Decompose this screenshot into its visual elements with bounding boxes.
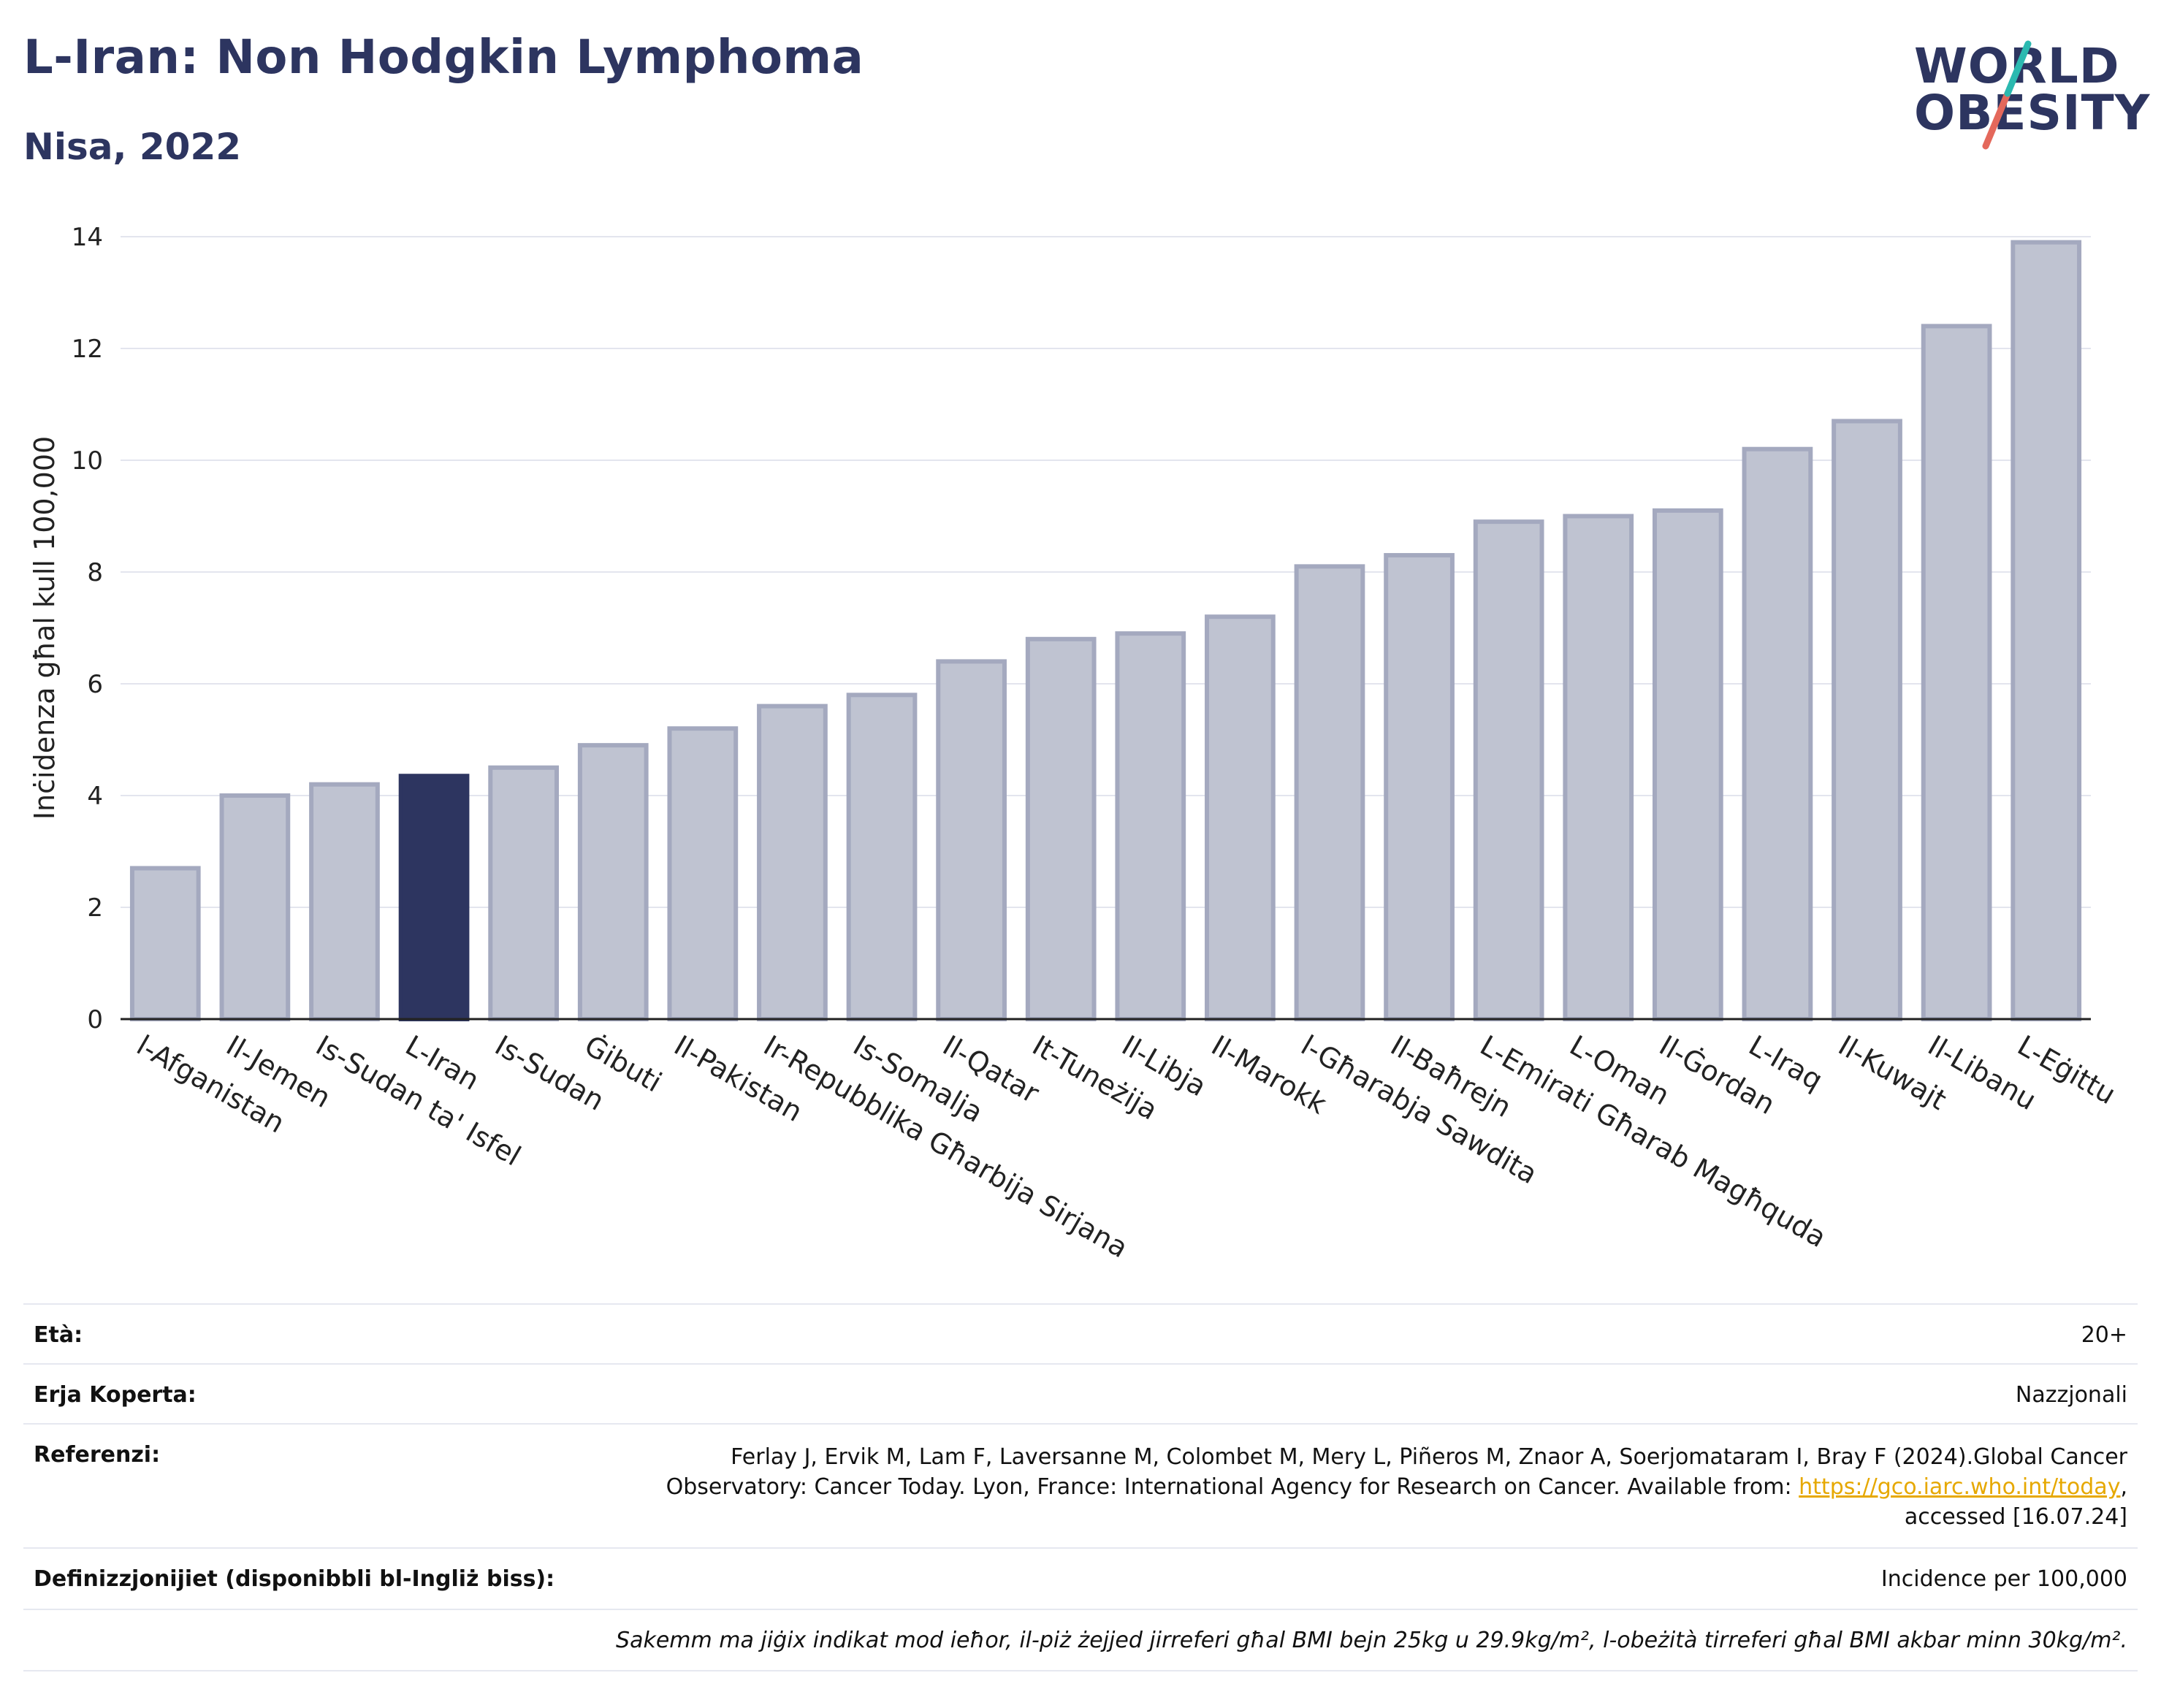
bar bbox=[398, 774, 470, 1021]
bar bbox=[1115, 631, 1186, 1021]
info-row-note: Sakemm ma jiġix indikat mod ieħor, il-pi… bbox=[23, 1609, 2138, 1671]
world-obesity-logo: WORLD OBESITY bbox=[1899, 22, 2151, 153]
age-label: Età: bbox=[34, 1322, 83, 1348]
bar bbox=[757, 704, 828, 1021]
y-tick-label: 10 bbox=[72, 446, 103, 476]
ref-line1: Ferlay J, Ervik M, Lam F, Laversanne M, … bbox=[731, 1444, 2127, 1470]
info-row-age: Età: 20+ bbox=[23, 1303, 2138, 1363]
y-tick-label: 2 bbox=[87, 893, 103, 923]
bar bbox=[1742, 446, 1813, 1021]
ref-line2-text: Observatory: Cancer Today. Lyon, France:… bbox=[666, 1474, 1799, 1500]
logo-line2: OBESITY bbox=[1914, 85, 2151, 141]
ref-value: Ferlay J, Ervik M, Lam F, Laversanne M, … bbox=[666, 1442, 2127, 1532]
info-row-references: Referenzi: Ferlay J, Ervik M, Lam F, Lav… bbox=[23, 1423, 2138, 1547]
y-tick-label: 14 bbox=[72, 223, 103, 252]
page-title: L-Iran: Non Hodgkin Lymphoma bbox=[23, 31, 864, 85]
bar bbox=[1563, 514, 1634, 1021]
bar bbox=[219, 793, 291, 1021]
y-axis-title: Inċidenza għal kull 100,000 bbox=[28, 436, 61, 820]
ref-line2-end: , bbox=[2120, 1474, 2127, 1500]
bar bbox=[936, 659, 1007, 1022]
ref-line3: accessed [16.07.24] bbox=[1904, 1504, 2127, 1530]
y-tick-label: 6 bbox=[87, 670, 103, 699]
area-value: Nazzjonali bbox=[2015, 1382, 2127, 1408]
def-label: Definizzjonijiet (disponibbli bl-Ingliż … bbox=[34, 1566, 555, 1592]
bmi-note: Sakemm ma jiġix indikat mod ieħor, il-pi… bbox=[616, 1628, 2127, 1653]
ref-label: Referenzi: bbox=[34, 1442, 161, 1468]
bar bbox=[1025, 636, 1097, 1021]
bar bbox=[577, 743, 649, 1022]
bar bbox=[309, 782, 380, 1021]
bar bbox=[1832, 419, 1902, 1021]
bar bbox=[1473, 519, 1544, 1021]
bar bbox=[1205, 614, 1276, 1021]
def-value: Incidence per 100,000 bbox=[1880, 1566, 2127, 1592]
bar bbox=[1652, 508, 1723, 1022]
area-label: Erja Koperta: bbox=[34, 1382, 197, 1408]
bar bbox=[1294, 564, 1365, 1021]
y-tick-label: 0 bbox=[87, 1005, 103, 1034]
y-tick-label: 8 bbox=[87, 558, 103, 587]
ref-line2: Observatory: Cancer Today. Lyon, France:… bbox=[666, 1472, 2127, 1502]
info-row-area: Erja Koperta: Nazzjonali bbox=[23, 1363, 2138, 1423]
bar bbox=[1384, 553, 1455, 1021]
ref-link[interactable]: https://gco.iarc.who.int/today bbox=[1799, 1474, 2121, 1500]
y-tick-label: 12 bbox=[72, 335, 103, 364]
bar bbox=[488, 765, 560, 1021]
bar bbox=[129, 866, 201, 1022]
bar bbox=[667, 726, 739, 1021]
info-row-definitions: Definizzjonijiet (disponibbli bl-Ingliż … bbox=[23, 1547, 2138, 1609]
y-tick-label: 4 bbox=[87, 782, 103, 811]
bar bbox=[846, 693, 918, 1021]
bar bbox=[2011, 240, 2082, 1021]
logo-slash-icon bbox=[1982, 40, 2032, 150]
info-table: Età: 20+ Erja Koperta: Nazzjonali Refere… bbox=[23, 1303, 2138, 1671]
page-subtitle: Nisa, 2022 bbox=[23, 126, 242, 168]
bar bbox=[1921, 324, 1992, 1021]
age-value: 20+ bbox=[2081, 1322, 2127, 1348]
